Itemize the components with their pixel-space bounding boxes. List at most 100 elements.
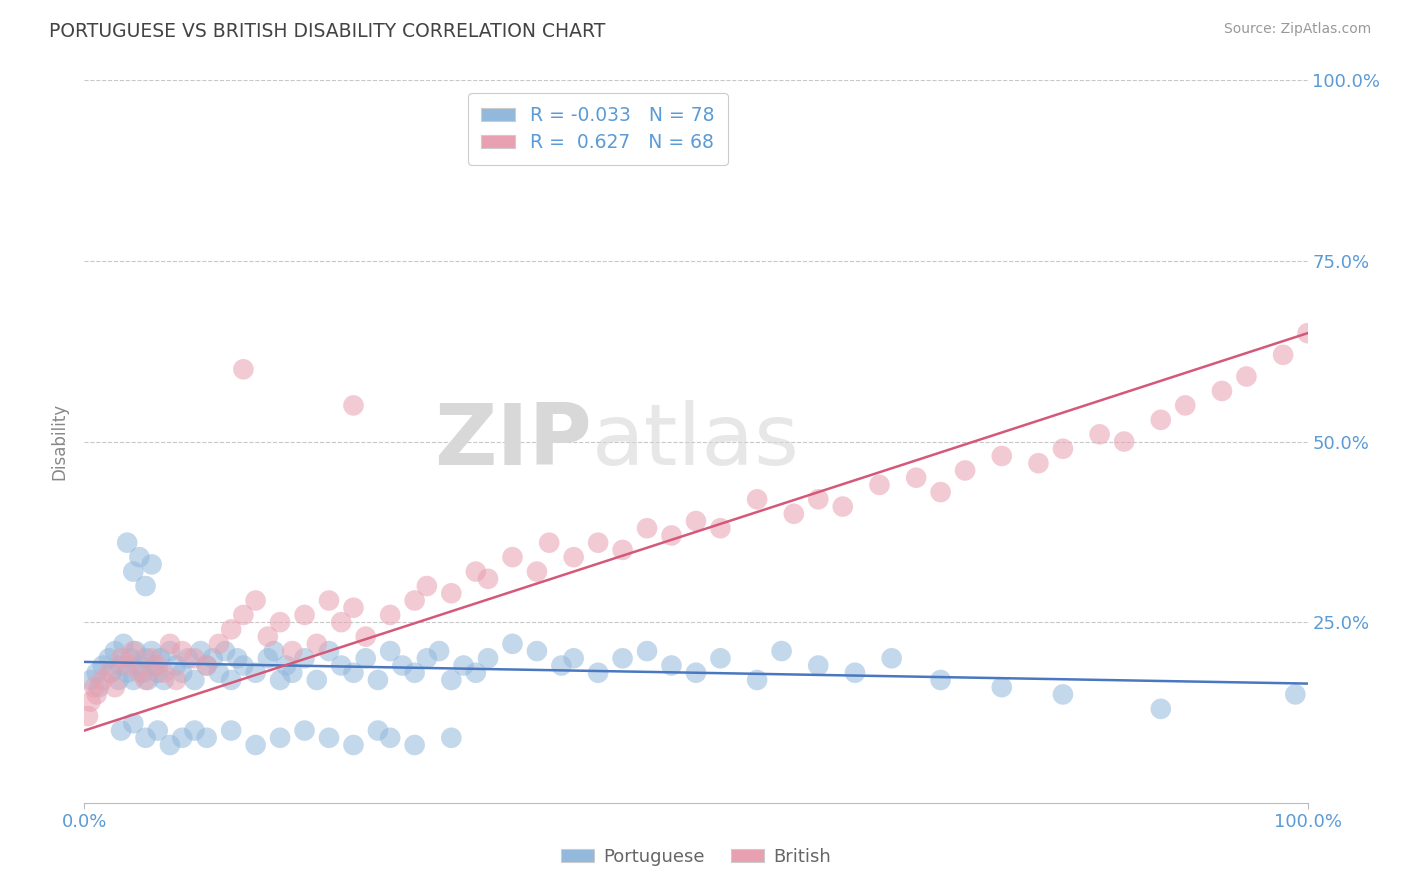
Point bbox=[367, 673, 389, 687]
Point bbox=[318, 731, 340, 745]
Point bbox=[201, 651, 224, 665]
Point bbox=[77, 709, 100, 723]
Point bbox=[305, 673, 328, 687]
Point bbox=[245, 665, 267, 680]
Point bbox=[183, 651, 205, 665]
Point bbox=[257, 651, 280, 665]
Point bbox=[263, 644, 285, 658]
Point bbox=[294, 651, 316, 665]
Point bbox=[880, 651, 903, 665]
Point bbox=[269, 673, 291, 687]
Point bbox=[427, 644, 450, 658]
Point bbox=[1150, 413, 1173, 427]
Point bbox=[612, 651, 634, 665]
Point bbox=[165, 673, 187, 687]
Point bbox=[330, 615, 353, 630]
Point bbox=[159, 644, 181, 658]
Point bbox=[342, 600, 364, 615]
Point bbox=[153, 665, 176, 680]
Point bbox=[269, 615, 291, 630]
Point bbox=[219, 723, 242, 738]
Point bbox=[1150, 702, 1173, 716]
Point bbox=[172, 665, 194, 680]
Point bbox=[416, 651, 439, 665]
Point bbox=[440, 586, 463, 600]
Point bbox=[208, 665, 231, 680]
Point bbox=[685, 514, 707, 528]
Point bbox=[86, 665, 108, 680]
Point bbox=[953, 463, 976, 477]
Point bbox=[991, 449, 1014, 463]
Point bbox=[143, 658, 166, 673]
Point bbox=[172, 731, 194, 745]
Point bbox=[122, 565, 145, 579]
Point bbox=[97, 665, 120, 680]
Point bbox=[929, 673, 952, 687]
Point bbox=[159, 637, 181, 651]
Point bbox=[391, 658, 413, 673]
Point bbox=[770, 644, 793, 658]
Point bbox=[747, 492, 769, 507]
Point bbox=[91, 673, 114, 687]
Point bbox=[477, 572, 499, 586]
Point bbox=[281, 644, 304, 658]
Point bbox=[110, 651, 132, 665]
Point bbox=[214, 644, 236, 658]
Point bbox=[464, 665, 486, 680]
Point bbox=[172, 644, 194, 658]
Point bbox=[183, 673, 205, 687]
Point bbox=[318, 644, 340, 658]
Point bbox=[440, 731, 463, 745]
Point bbox=[135, 673, 157, 687]
Point bbox=[453, 658, 475, 673]
Point bbox=[146, 658, 169, 673]
Point bbox=[586, 535, 609, 549]
Point bbox=[79, 673, 101, 687]
Point bbox=[342, 738, 364, 752]
Point bbox=[110, 723, 132, 738]
Point bbox=[1296, 326, 1319, 341]
Point bbox=[110, 658, 132, 673]
Point bbox=[440, 673, 463, 687]
Point bbox=[177, 651, 200, 665]
Point bbox=[502, 637, 524, 651]
Point bbox=[538, 535, 561, 549]
Point bbox=[709, 521, 731, 535]
Point bbox=[83, 680, 105, 694]
Point bbox=[281, 665, 304, 680]
Point bbox=[844, 665, 866, 680]
Point bbox=[86, 687, 108, 701]
Point bbox=[132, 665, 155, 680]
Point bbox=[146, 723, 169, 738]
Point bbox=[1114, 434, 1136, 449]
Point bbox=[294, 723, 316, 738]
Point bbox=[404, 593, 426, 607]
Point bbox=[905, 471, 928, 485]
Point bbox=[269, 731, 291, 745]
Point bbox=[122, 673, 145, 687]
Point bbox=[195, 658, 218, 673]
Point bbox=[586, 665, 609, 680]
Point bbox=[526, 565, 548, 579]
Point bbox=[79, 695, 101, 709]
Point bbox=[380, 644, 402, 658]
Y-axis label: Disability: Disability bbox=[51, 403, 69, 480]
Point bbox=[477, 651, 499, 665]
Point bbox=[104, 644, 127, 658]
Point bbox=[128, 550, 150, 565]
Point bbox=[305, 637, 328, 651]
Point bbox=[107, 673, 129, 687]
Point bbox=[380, 731, 402, 745]
Text: PORTUGUESE VS BRITISH DISABILITY CORRELATION CHART: PORTUGUESE VS BRITISH DISABILITY CORRELA… bbox=[49, 22, 606, 41]
Point bbox=[122, 716, 145, 731]
Point bbox=[661, 658, 683, 673]
Point bbox=[1236, 369, 1258, 384]
Point bbox=[141, 651, 163, 665]
Point bbox=[195, 731, 218, 745]
Point bbox=[807, 492, 830, 507]
Point bbox=[97, 651, 120, 665]
Legend: Portuguese, British: Portuguese, British bbox=[554, 841, 838, 873]
Point bbox=[135, 651, 157, 665]
Point bbox=[709, 651, 731, 665]
Point bbox=[276, 658, 298, 673]
